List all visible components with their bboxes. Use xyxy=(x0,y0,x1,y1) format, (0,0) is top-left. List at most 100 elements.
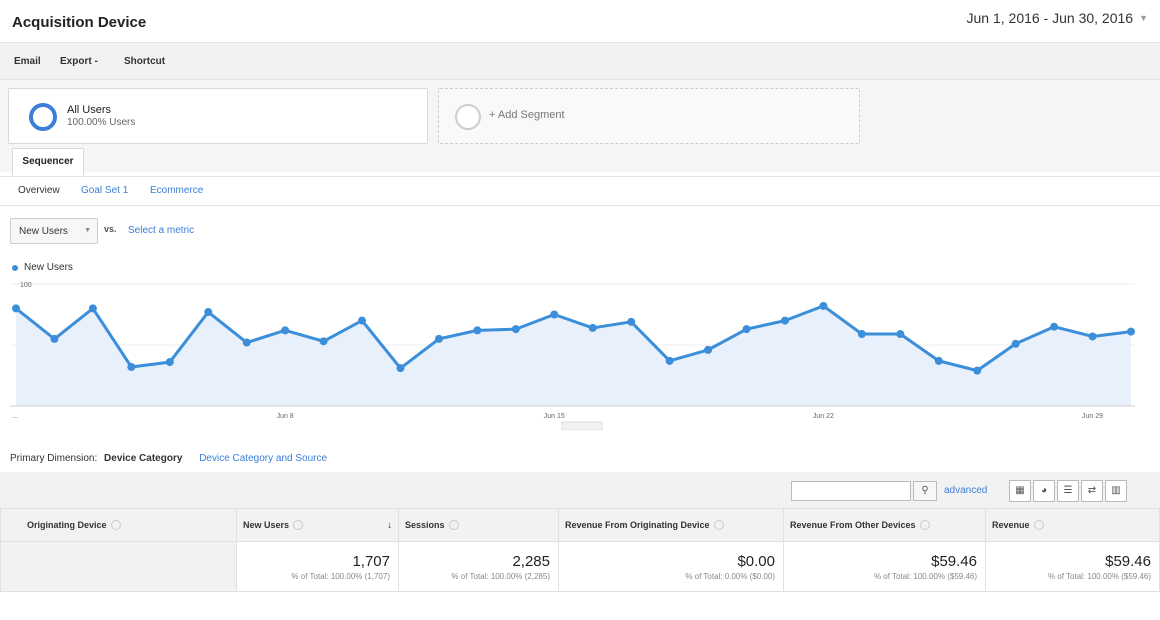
segment-area: All Users 100.00% Users + Add Segment xyxy=(0,80,1160,172)
subnav-ecommerce[interactable]: Ecommerce xyxy=(150,185,204,196)
col-revenue[interactable]: Revenue xyxy=(985,508,1160,542)
legend-series-label: New Users xyxy=(24,262,73,273)
data-point[interactable] xyxy=(1011,339,1020,348)
sort-desc-icon: ↓ xyxy=(387,519,392,531)
advanced-link[interactable]: advanced xyxy=(944,485,988,496)
totals-row: 1,707% of Total: 100.00% (1,707) 2,285% … xyxy=(0,541,1160,592)
pie-view-icon[interactable]: ◕ xyxy=(1033,480,1055,502)
total-value: 2,285 xyxy=(512,552,550,570)
table-tools: ⚲ advanced ▦ ◕ ☰ ⇄ ▥ xyxy=(0,472,1160,508)
col-new-users[interactable]: New Users ↓ xyxy=(236,508,399,542)
primary-dimension-alt[interactable]: Device Category and Source xyxy=(199,453,328,464)
table-header-row: Originating Device New Users ↓ Sessions R… xyxy=(0,508,1160,542)
total-value: 1,707 xyxy=(352,552,390,570)
add-segment-button[interactable]: + Add Segment xyxy=(438,88,860,144)
total-value: $0.00 xyxy=(737,552,775,570)
data-point[interactable] xyxy=(511,325,520,334)
data-point[interactable] xyxy=(627,317,636,326)
performance-view-icon[interactable]: ☰ xyxy=(1057,480,1079,502)
total-value: $59.46 xyxy=(1105,552,1151,570)
col-label: New Users xyxy=(243,519,290,530)
total-sessions: 2,285% of Total: 100.00% (2,285) xyxy=(398,541,559,592)
total-revenue: $59.46% of Total: 100.00% ($59.46) xyxy=(985,541,1160,592)
data-point[interactable] xyxy=(204,308,213,317)
primary-dimension-bar: Primary Dimension: Device Category Devic… xyxy=(10,453,327,464)
data-point[interactable] xyxy=(165,358,174,367)
col-label: Revenue From Other Devices xyxy=(790,519,916,530)
data-point[interactable] xyxy=(242,338,251,347)
subnav-overview[interactable]: Overview xyxy=(18,185,60,196)
col-sessions[interactable]: Sessions xyxy=(398,508,559,542)
data-point[interactable] xyxy=(780,316,789,325)
total-pct: % of Total: 100.00% ($59.46) xyxy=(873,571,977,581)
subnav-goal-set-1[interactable]: Goal Set 1 xyxy=(81,185,129,196)
segment-name: All Users xyxy=(67,104,112,116)
col-revenue-originating[interactable]: Revenue From Originating Device xyxy=(558,508,784,542)
add-segment-label: + Add Segment xyxy=(489,109,565,121)
totals-label-cell xyxy=(0,541,237,592)
data-point[interactable] xyxy=(819,301,828,310)
data-point[interactable] xyxy=(1088,332,1097,341)
data-point[interactable] xyxy=(550,310,559,319)
segment-percentage: 100.00% Users xyxy=(67,117,136,128)
data-point[interactable] xyxy=(434,334,443,343)
data-point[interactable] xyxy=(88,304,97,313)
export-button[interactable]: Export - xyxy=(60,56,98,67)
data-point[interactable] xyxy=(358,316,367,325)
data-point[interactable] xyxy=(704,345,713,354)
select-metric-link[interactable]: Select a metric xyxy=(128,225,195,236)
data-point[interactable] xyxy=(319,337,328,346)
metric-select[interactable]: New Users ▼ xyxy=(10,218,98,244)
page-title: Acquisition Device xyxy=(12,14,147,31)
x-tick-label: Jun 22 xyxy=(813,413,834,420)
pivot-view-icon[interactable]: ▥ xyxy=(1105,480,1127,502)
report-subnav: Overview Goal Set 1 Ecommerce xyxy=(0,176,1160,206)
table-view-icon[interactable]: ▦ xyxy=(1009,480,1031,502)
table-search-input[interactable] xyxy=(791,481,911,501)
col-revenue-other[interactable]: Revenue From Other Devices xyxy=(783,508,986,542)
series-area xyxy=(16,305,1131,406)
empty-segment-icon xyxy=(455,104,481,130)
col-label: Sessions xyxy=(405,519,445,530)
total-value: $59.46 xyxy=(931,552,977,570)
magnifier-icon[interactable]: ⚲ xyxy=(913,481,937,501)
data-point[interactable] xyxy=(742,325,751,334)
primary-dimension-label: Primary Dimension: xyxy=(10,453,98,464)
x-tick-label: Jun 15 xyxy=(544,413,565,420)
x-tick-label: Jun 29 xyxy=(1082,413,1103,420)
data-point[interactable] xyxy=(665,356,674,365)
data-point[interactable] xyxy=(1127,327,1135,336)
data-point[interactable] xyxy=(281,326,290,335)
data-point[interactable] xyxy=(396,364,405,373)
email-button[interactable]: Email xyxy=(14,56,41,67)
help-icon xyxy=(1033,520,1044,531)
x-tick-label: ... xyxy=(12,413,18,420)
data-point[interactable] xyxy=(127,362,136,371)
data-point[interactable] xyxy=(588,323,597,332)
total-pct: % of Total: 100.00% ($59.46) xyxy=(1047,571,1151,581)
total-new-users: 1,707% of Total: 100.00% (1,707) xyxy=(236,541,399,592)
comparison-view-icon[interactable]: ⇄ xyxy=(1081,480,1103,502)
primary-dimension-current[interactable]: Device Category xyxy=(104,453,183,464)
data-point[interactable] xyxy=(934,356,943,365)
col-label: Revenue xyxy=(992,519,1030,530)
data-point[interactable] xyxy=(896,330,905,339)
total-revenue-other: $59.46% of Total: 100.00% ($59.46) xyxy=(783,541,986,592)
date-range-picker[interactable]: Jun 1, 2016 - Jun 30, 2016 ▼ xyxy=(967,10,1149,26)
segment-all-users[interactable]: All Users 100.00% Users xyxy=(8,88,428,144)
data-point[interactable] xyxy=(973,366,982,375)
col-originating-device[interactable]: Originating Device xyxy=(0,508,237,542)
tab-sequencer[interactable]: Sequencer xyxy=(12,148,84,176)
chevron-down-icon: ▼ xyxy=(1139,13,1148,23)
data-point[interactable] xyxy=(473,326,482,335)
total-pct: % of Total: 100.00% (1,707) xyxy=(291,571,390,581)
help-icon xyxy=(293,520,304,531)
data-point[interactable] xyxy=(1050,322,1059,331)
data-table: Originating Device New Users ↓ Sessions R… xyxy=(0,508,1160,592)
data-point[interactable] xyxy=(857,330,866,339)
data-point[interactable] xyxy=(12,304,20,313)
legend-dot-icon xyxy=(12,264,18,271)
data-point[interactable] xyxy=(50,334,59,343)
chart-resize-handle[interactable] xyxy=(561,421,603,430)
shortcut-button[interactable]: Shortcut xyxy=(124,56,166,67)
